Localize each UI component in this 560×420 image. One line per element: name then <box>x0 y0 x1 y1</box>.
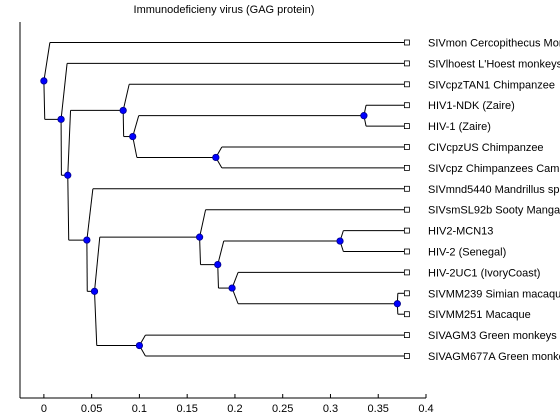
x-tick-label: 0.1 <box>132 403 147 415</box>
leaf-label: HIV-2 (Senegal) <box>428 247 506 259</box>
internal-node <box>64 171 72 179</box>
leaf-marker <box>403 164 410 171</box>
branch-segment <box>67 110 72 176</box>
leaf-marker <box>403 332 410 339</box>
x-tick-label: 0.4 <box>418 403 433 415</box>
leaf-label: SIVmon Cercopithecus Mona <box>428 38 560 50</box>
x-tick-label: 0.25 <box>272 403 293 415</box>
leaf-label: SIVcpz Chimpanzees Cameroon <box>428 163 560 175</box>
leaf-label: SIVMM251 Macaque <box>428 309 531 321</box>
internal-node <box>135 341 144 350</box>
leaf-marker <box>403 311 410 318</box>
axes: 0 0.05 0.1 0.15 0.2 0.25 0.3 0.35 0.4 <box>19 22 434 415</box>
branch-segment <box>94 291 98 346</box>
leaf-label: SIVAGM677A Green monkey <box>428 351 560 363</box>
internal-node <box>214 260 222 269</box>
internal-node <box>195 233 204 241</box>
branch-segment <box>199 237 202 265</box>
x-tick-label: 0.2 <box>227 403 242 415</box>
internal-node <box>393 300 401 308</box>
branch-segment <box>43 42 51 81</box>
chart-title: Immunodeficieny virus (GAG protein) <box>134 4 315 16</box>
x-tick-label: 0.35 <box>368 403 389 415</box>
leaf-label: SIVlhoest L'Hoest monkeys <box>428 58 560 70</box>
internal-node <box>83 236 91 244</box>
leaf-label: SIVmnd5440 Mandrillus sphinx <box>428 184 560 196</box>
branch-segment <box>217 240 225 265</box>
leaf-label: CIVcpzUS Chimpanzee <box>428 142 544 154</box>
leaf-label: HIV2-MCN13 <box>428 226 493 238</box>
leaves: SIVmon Cercopithecus Mona SIVlhoest L'Hoe… <box>403 38 560 363</box>
leaf-label: SIVMM239 Simian macaque <box>428 288 560 300</box>
leaf-marker <box>403 39 410 46</box>
branch-segment <box>132 115 140 137</box>
internal-node <box>360 112 368 120</box>
leaf-label: SIVAGM3 Green monkeys <box>428 330 557 342</box>
leaf-marker <box>403 206 410 213</box>
branch-segment <box>122 84 130 111</box>
leaf-label: HIV-2UC1 (IvoryCoast) <box>428 267 540 279</box>
branch-segment <box>60 63 68 120</box>
internal-node <box>129 132 137 141</box>
leaf-marker <box>403 81 410 88</box>
branch-segment <box>217 264 219 289</box>
x-tick-label: 0.15 <box>176 403 197 415</box>
internal-node <box>212 153 220 162</box>
leaf-marker <box>403 353 410 359</box>
branch-segment <box>199 209 207 238</box>
internal-node <box>90 287 99 295</box>
internal-node <box>40 77 48 85</box>
leaf-marker <box>403 248 410 255</box>
branch-segment <box>86 188 94 241</box>
x-tick-label: 0.3 <box>323 403 338 415</box>
leaf-marker <box>403 227 410 234</box>
internal-nodes <box>40 77 401 350</box>
leaf-marker <box>403 269 410 276</box>
leaf-marker <box>403 144 410 150</box>
internal-node <box>336 237 344 245</box>
leaf-marker <box>403 102 410 109</box>
leaf-label: SIVcpzTAN1 Chimpanzee <box>428 79 555 91</box>
leaf-marker <box>403 60 410 67</box>
leaf-marker <box>403 185 410 192</box>
x-tick-label: 0.05 <box>81 403 102 415</box>
internal-node <box>57 115 65 123</box>
leaf-marker <box>403 290 410 297</box>
branch-segment <box>94 237 101 292</box>
leaf-label: SIVsmSL92b Sooty Mangabey <box>428 205 560 217</box>
internal-node <box>119 106 127 115</box>
leaf-marker <box>403 123 410 129</box>
leaf-label: HIV1-NDK (Zaire) <box>428 100 515 112</box>
internal-node <box>228 284 236 292</box>
leaf-label: HIV-1 (Zaire) <box>428 121 491 133</box>
x-tick-label: 0 <box>41 403 47 415</box>
branch-segment <box>67 175 70 241</box>
branches <box>43 42 407 357</box>
branch-segment <box>43 80 46 120</box>
